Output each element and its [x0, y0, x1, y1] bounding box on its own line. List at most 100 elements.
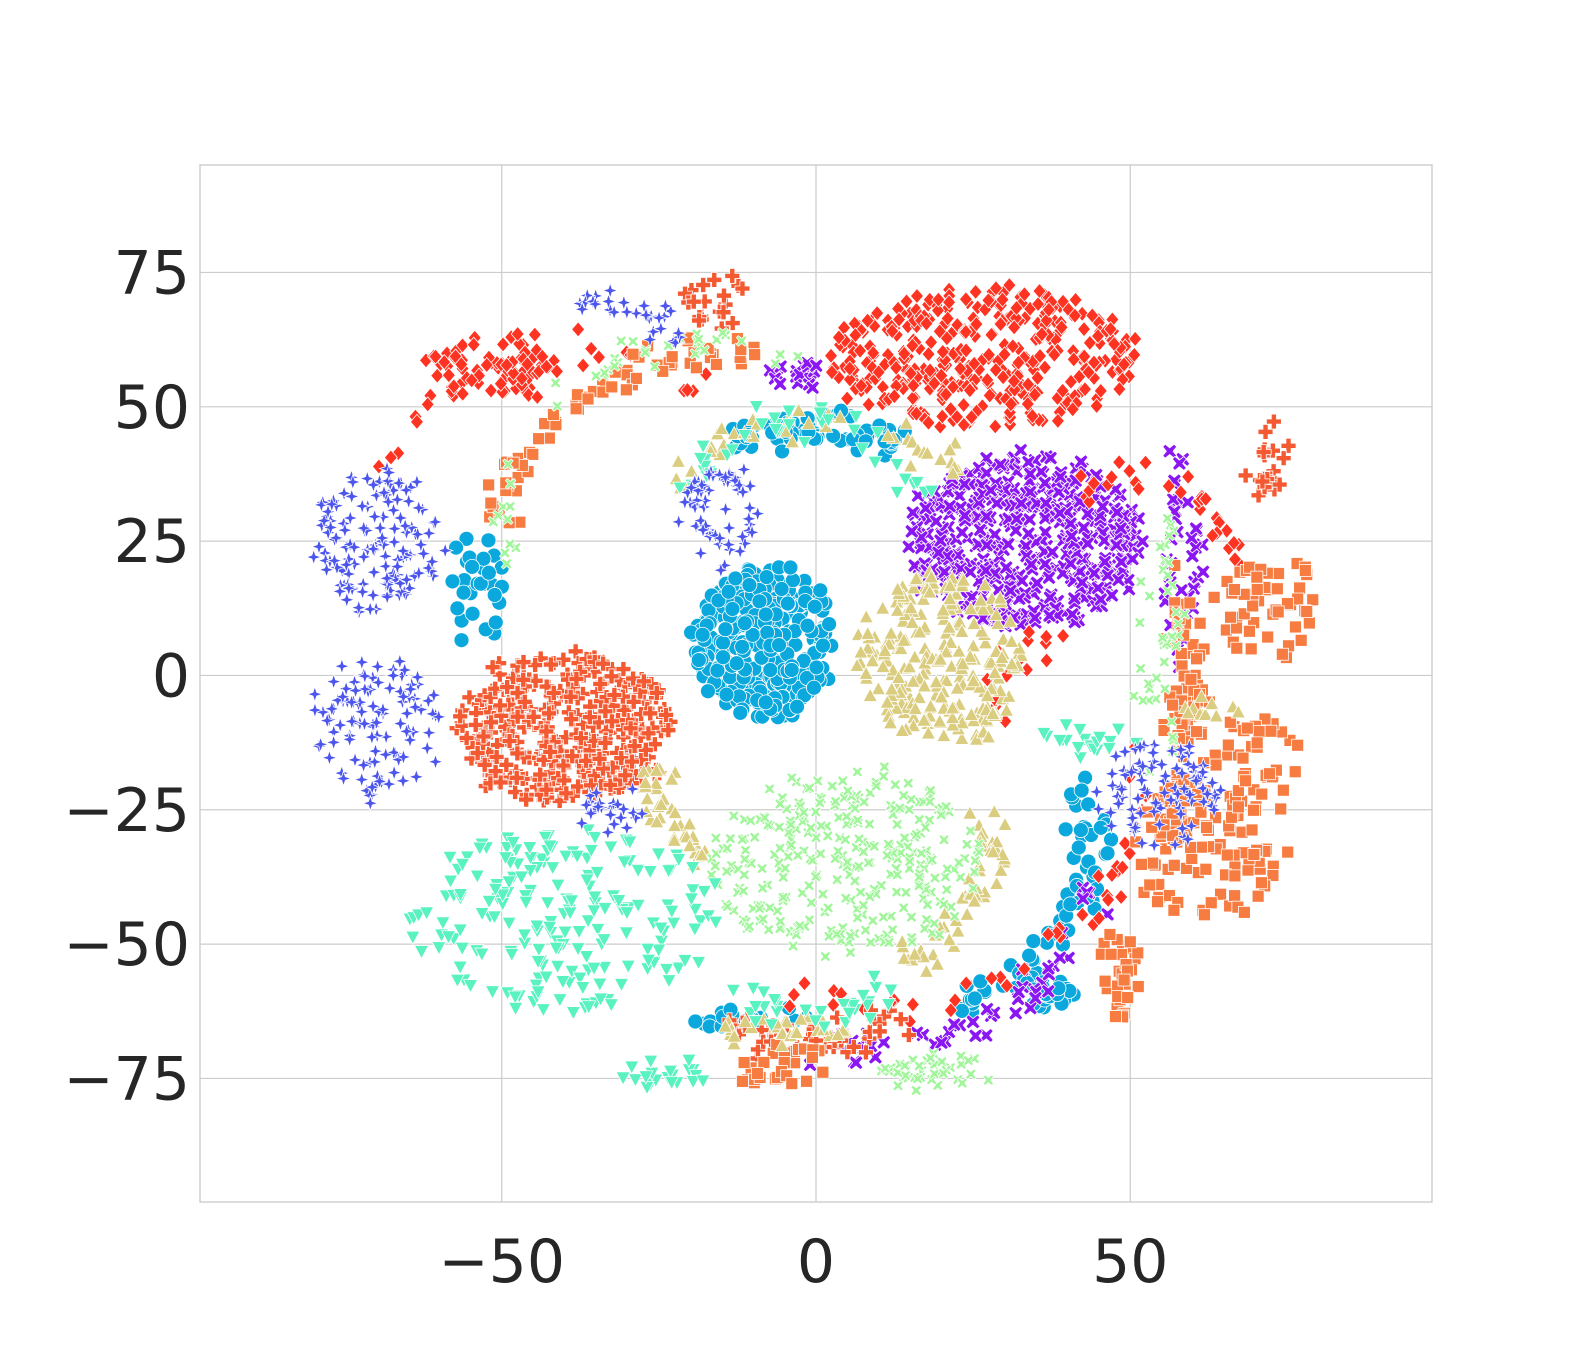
- scatter-point: [778, 1014, 795, 1029]
- scatter-point: [932, 713, 948, 728]
- scatter-point: [509, 745, 526, 762]
- scatter-point: [1043, 450, 1059, 466]
- scatter-point: [793, 1011, 809, 1026]
- scatter-point: [1143, 878, 1157, 892]
- scatter-point: [931, 291, 946, 308]
- scatter-point: [695, 1074, 711, 1089]
- scatter-point: [998, 702, 1015, 717]
- scatter-point: [1198, 908, 1211, 922]
- scatter-point: [955, 655, 971, 671]
- scatter-point: [821, 616, 837, 633]
- scatter-point: [1220, 848, 1234, 862]
- scatter-point: [756, 882, 769, 894]
- scatter-point: [727, 810, 740, 822]
- scatter-point: [889, 486, 905, 501]
- scatter-point: [1077, 381, 1093, 398]
- scatter-point: [683, 463, 700, 478]
- scatter-point: [772, 376, 788, 392]
- scatter-point: [1167, 858, 1181, 872]
- scatter-point: [687, 922, 703, 937]
- scatter-point: [966, 893, 983, 908]
- scatter-point: [1039, 628, 1054, 645]
- scatter-point: [999, 977, 1014, 994]
- scatter-point: [706, 271, 723, 288]
- scatter-point: [660, 722, 677, 739]
- scatter-point: [902, 777, 915, 790]
- scatter-point: [726, 425, 742, 440]
- scatter-point: [630, 863, 646, 879]
- scatter-point: [637, 774, 654, 789]
- scatter-point: [357, 521, 376, 540]
- scatter-point: [1104, 947, 1118, 961]
- scatter-point: [989, 875, 1005, 890]
- scatter-point: [353, 653, 371, 672]
- scatter-point: [453, 632, 470, 649]
- scatter-point: [1127, 346, 1142, 364]
- scatter-point: [938, 386, 954, 403]
- scatter-point: [1152, 755, 1171, 774]
- scatter-point: [907, 700, 924, 715]
- scatter-point: [932, 651, 949, 666]
- scatter-point: [995, 631, 1011, 646]
- scatter-point: [803, 879, 815, 892]
- scatter-point: [925, 946, 941, 962]
- scatter-point: [483, 714, 500, 731]
- scatter-point: [1124, 551, 1141, 567]
- scatter-point: [592, 676, 609, 692]
- scatter-point: [670, 453, 686, 468]
- scatter-point: [646, 736, 663, 753]
- y-tick-label: −75: [63, 1044, 190, 1114]
- scatter-point: [943, 634, 959, 649]
- scatter-point: [940, 883, 953, 896]
- scatter-point: [904, 434, 920, 449]
- scatter-point: [866, 344, 881, 362]
- scatter-point: [751, 1067, 764, 1080]
- scatter-point: [532, 766, 549, 783]
- scatter-point: [942, 590, 958, 606]
- scatter-point: [717, 1018, 734, 1033]
- scatter-point: [762, 819, 774, 831]
- scatter-point: [724, 832, 737, 845]
- scatter-point: [978, 1027, 994, 1044]
- scatter-point: [514, 370, 529, 387]
- scatter-point: [748, 831, 761, 844]
- scatter-point: [1180, 704, 1196, 720]
- scatter-point: [530, 388, 545, 406]
- scatter-point: [773, 581, 790, 597]
- scatter-point: [1031, 295, 1046, 313]
- scatter-point: [625, 693, 642, 710]
- scatter-point: [1243, 624, 1256, 638]
- scatter-point: [916, 712, 932, 727]
- scatter-point: [756, 862, 768, 875]
- scatter-point: [784, 433, 801, 449]
- scatter-point: [652, 319, 670, 338]
- scatter-point: [785, 819, 797, 831]
- scatter-point: [806, 1050, 819, 1064]
- scatter-point: [1131, 946, 1145, 960]
- scatter-point: [894, 722, 910, 737]
- scatter-point: [1070, 839, 1087, 856]
- scatter-point: [1022, 466, 1038, 482]
- scatter-point: [1109, 1010, 1122, 1023]
- scatter-point: [882, 714, 899, 730]
- scatter-point: [613, 750, 630, 767]
- scatter-point: [597, 734, 614, 751]
- scatter-point: [1204, 896, 1218, 910]
- scatter-point: [666, 832, 682, 847]
- scatter-point: [690, 652, 707, 668]
- scatter-point: [988, 418, 1003, 435]
- scatter-point: [613, 978, 630, 993]
- scatter-point: [340, 730, 359, 749]
- scatter-point: [984, 326, 999, 343]
- scatter-point: [539, 896, 556, 911]
- scatter-point: [1055, 382, 1070, 399]
- scatter-point: [1041, 926, 1056, 943]
- scatter-point: [1007, 319, 1022, 336]
- scatter-point: [576, 357, 591, 374]
- scatter-point: [886, 923, 899, 936]
- scatter-point: [826, 996, 841, 1014]
- scatter-point: [1086, 475, 1101, 492]
- scatter-point: [968, 731, 985, 746]
- scatter-point: [1032, 282, 1047, 300]
